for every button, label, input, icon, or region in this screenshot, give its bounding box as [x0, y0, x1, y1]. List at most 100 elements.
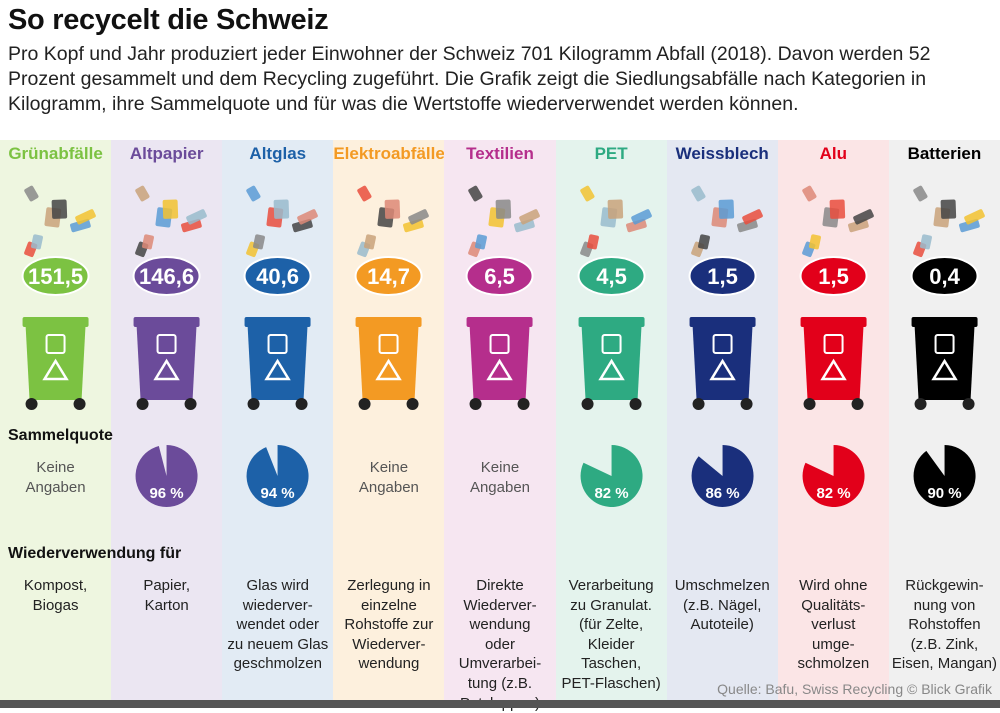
bin-illustration: 146,6: [132, 185, 207, 410]
sammelquote-label: Sammelquote: [8, 427, 113, 444]
header: So recycelt die Schweiz Pro Kopf und Jah…: [0, 0, 1000, 140]
debris-item: [297, 209, 319, 225]
bin-wheel: [406, 398, 419, 410]
bin-symbol-icon: [601, 334, 622, 354]
quote-text: Keine Angaben: [25, 459, 86, 496]
bin-lid: [244, 317, 311, 327]
bin-illustration: 151,5: [21, 185, 96, 410]
debris-item: [162, 199, 179, 219]
bottom-bar: [0, 700, 1000, 708]
quote-pie: 96 %: [135, 445, 198, 507]
value-ellipse: [21, 256, 90, 296]
debris-item: [919, 234, 932, 250]
column-2: Altpapier 146,6 96 % Papier, Karton: [111, 140, 223, 700]
quote-value-label: 96 %: [150, 485, 184, 502]
category-label: Textilien: [466, 144, 534, 163]
reuse-text: Zerlegung in einzelne Rohstoffe zur Wied…: [344, 577, 434, 673]
bin-illustration: 40,6: [243, 185, 319, 410]
value-ellipse: [243, 256, 312, 296]
bin-lid: [22, 317, 89, 327]
quote-pie: 86 %: [691, 445, 754, 507]
quote-pie: 82 %: [802, 445, 865, 507]
debris-item: [808, 234, 821, 250]
bin-lid: [800, 317, 867, 327]
wiederverwendung-label: Wiederverwendung für: [8, 545, 182, 562]
value-ellipse: [577, 256, 646, 296]
category-label: Grünabfälle: [8, 144, 103, 163]
quote-pie-slice: [802, 445, 865, 507]
bin-wheel: [740, 398, 753, 410]
quote-pie-slice: [913, 445, 976, 507]
recycling-icon: [486, 358, 514, 381]
bin-wheel: [692, 398, 705, 410]
value-ellipse: [132, 256, 201, 296]
value-label: 0,4: [929, 264, 960, 289]
bin-illustration: 6,5: [465, 185, 541, 410]
debris-item: [913, 185, 928, 202]
debris-item: [31, 234, 43, 250]
quote-pie: 94 %: [246, 445, 309, 507]
bin-lid: [355, 317, 422, 327]
recycling-icon: [42, 358, 69, 381]
reuse-text: Kompost, Biogas: [23, 577, 88, 614]
column-9: Batterien 0,4 90 % Rückgewin- nung von Rohs…: [888, 140, 1000, 700]
debris-item: [690, 185, 706, 202]
bin-symbol-icon: [712, 334, 733, 354]
debris-item: [579, 185, 595, 202]
recycling-icon: [597, 358, 625, 381]
value-label: 146,6: [139, 264, 194, 289]
column-8: Alu 1,5 82 % Wird ohne Qualitäts- verlust u…: [777, 140, 889, 700]
bin-wheel: [469, 398, 482, 410]
debris-item: [697, 234, 710, 250]
debris-item: [24, 185, 39, 202]
bin-symbol-icon: [156, 334, 177, 354]
value-ellipse: [799, 256, 868, 296]
bin-lid: [911, 317, 978, 327]
debris-item: [718, 199, 734, 219]
quote-text: Keine Angaben: [358, 459, 419, 496]
debris-item: [625, 218, 647, 233]
value-label: 151,5: [28, 264, 83, 289]
debris-item: [519, 209, 541, 225]
page-title: So recycelt die Schweiz: [8, 4, 329, 36]
reuse-text: Papier, Karton: [143, 577, 191, 614]
value-ellipse: [910, 256, 979, 296]
value-label: 14,7: [367, 264, 410, 289]
quote-pie: 82 %: [580, 445, 643, 507]
quote-pie-slice: [691, 445, 754, 507]
debris-item: [607, 199, 623, 219]
reuse-text: Umschmelzen (z.B. Nägel, Autoteile): [674, 577, 770, 634]
bin-wheel: [358, 398, 371, 410]
debris-item: [736, 218, 758, 233]
bin-symbol-icon: [378, 334, 399, 354]
recycling-icon: [820, 358, 847, 381]
debris-item: [357, 185, 372, 202]
debris-item: [964, 209, 985, 225]
bin-lid: [133, 317, 200, 327]
debris-item: [186, 209, 207, 225]
recycling-icon: [375, 358, 403, 381]
quote-value-label: 82 %: [816, 485, 850, 502]
quote-pie-slice: [246, 445, 309, 507]
debris-item: [408, 209, 430, 225]
bin-illustration: 0,4: [910, 185, 985, 410]
column-6: PET 4,5 82 % Verarbeitung zu Granulat. (für…: [555, 140, 667, 700]
debris-item: [75, 209, 96, 225]
category-label: Altpapier: [129, 144, 204, 163]
quote-text: Keine Angaben: [469, 459, 531, 496]
bin-wheel: [629, 398, 642, 410]
debris-item: [514, 218, 536, 233]
quote-value-label: 82 %: [594, 485, 628, 502]
reuse-text: Rückgewin- nung von Rohstoffen (z.B. Zin…: [891, 577, 997, 673]
source-note: Quelle: Bafu, Swiss Recycling © Blick Gr…: [717, 681, 992, 697]
debris-item: [630, 209, 652, 225]
bin-lid: [466, 317, 533, 327]
debris-item: [246, 185, 261, 202]
category-label: PET: [594, 144, 628, 163]
debris-item: [292, 218, 314, 233]
recycling-icon: [264, 358, 292, 381]
bin-symbol-icon: [489, 334, 510, 354]
bin-wheel: [581, 398, 594, 410]
recycling-icon: [931, 358, 958, 381]
category-columns: Grünabfälle 151,5 Keine Angaben Kompost, Bi…: [0, 140, 1000, 712]
